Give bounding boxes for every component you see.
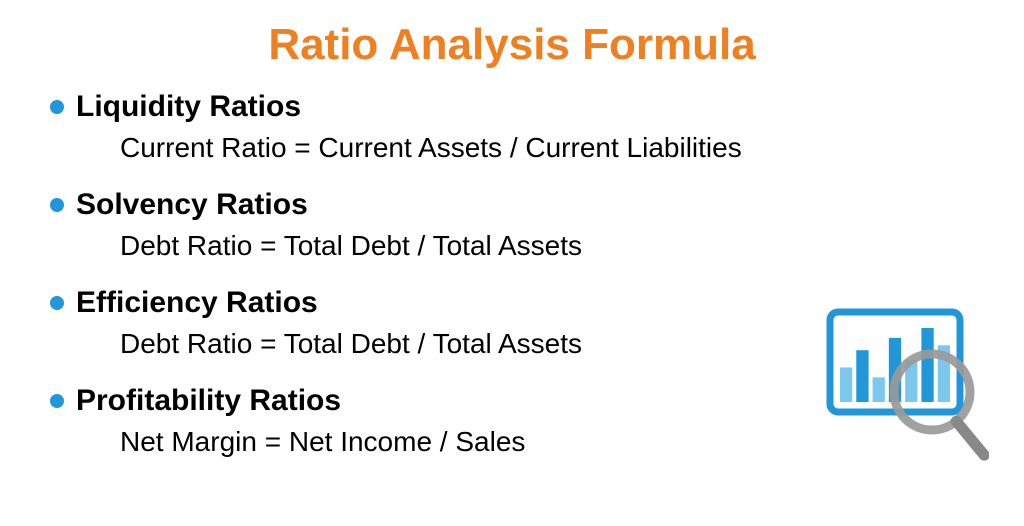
bullet-icon [50, 198, 64, 212]
section-title: Solvency Ratios [76, 188, 308, 222]
section-solvency: Solvency Ratios Debt Ratio = Total Debt … [50, 188, 974, 262]
bullet-icon [50, 100, 64, 114]
section-title: Profitability Ratios [76, 384, 341, 418]
section-title: Liquidity Ratios [76, 90, 301, 124]
section-header: Solvency Ratios [50, 188, 974, 222]
chart-magnifier-icon [824, 306, 989, 466]
section-liquidity: Liquidity Ratios Current Ratio = Current… [50, 90, 974, 164]
section-formula: Debt Ratio = Total Debt / Total Assets [120, 230, 974, 262]
section-title: Efficiency Ratios [76, 286, 318, 320]
section-formula: Current Ratio = Current Assets / Current… [120, 132, 974, 164]
page-title: Ratio Analysis Formula [50, 20, 974, 70]
bullet-icon [50, 296, 64, 310]
section-header: Liquidity Ratios [50, 90, 974, 124]
bullet-icon [50, 394, 64, 408]
